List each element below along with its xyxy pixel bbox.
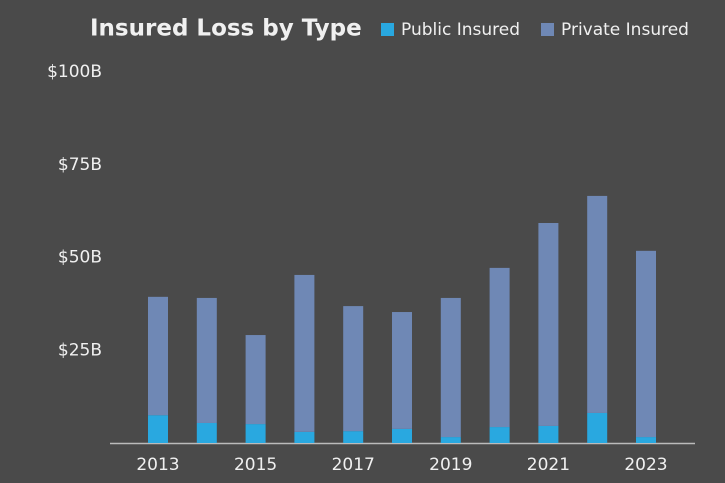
bar-segment <box>196 297 217 423</box>
bar-segment <box>489 427 510 443</box>
bar-segment <box>343 431 364 443</box>
bar-segment <box>538 222 559 426</box>
bar-segment <box>245 335 266 425</box>
bar-segment <box>392 312 412 429</box>
bar-segment <box>148 415 168 443</box>
bar-segment <box>440 437 461 443</box>
y-tick-label: $25B <box>58 340 102 360</box>
bar-segment <box>245 424 266 443</box>
bar-segment <box>587 195 608 413</box>
bar-segment <box>343 306 364 432</box>
legend-label: Private Insured <box>561 20 689 40</box>
bar-segment <box>392 428 412 443</box>
legend-label: Public Insured <box>401 20 520 40</box>
x-tick-label: 2019 <box>429 455 472 475</box>
y-tick-label: $100B <box>47 62 102 82</box>
y-tick-label: $50B <box>58 248 102 268</box>
x-tick-label: 2015 <box>234 455 277 475</box>
y-tick-label: $75B <box>58 155 102 175</box>
x-tick-label: 2021 <box>527 455 570 475</box>
bar-segment <box>538 425 559 443</box>
legend-swatch <box>541 23 554 36</box>
legend-swatch <box>381 23 394 36</box>
bar-segment <box>636 250 656 438</box>
bar-segment <box>636 437 656 443</box>
bar-segment <box>196 422 217 443</box>
x-tick-label: 2013 <box>136 455 179 475</box>
x-tick-label: 2017 <box>332 455 375 475</box>
bar-segment <box>148 296 168 416</box>
x-tick-label: 2023 <box>624 455 667 475</box>
bar-segment <box>587 412 608 443</box>
bar-segment <box>294 274 315 432</box>
bar-segment <box>294 431 315 443</box>
chart-title: Insured Loss by Type <box>90 16 362 42</box>
bar-segment <box>440 297 461 438</box>
bar-segment <box>489 267 510 428</box>
